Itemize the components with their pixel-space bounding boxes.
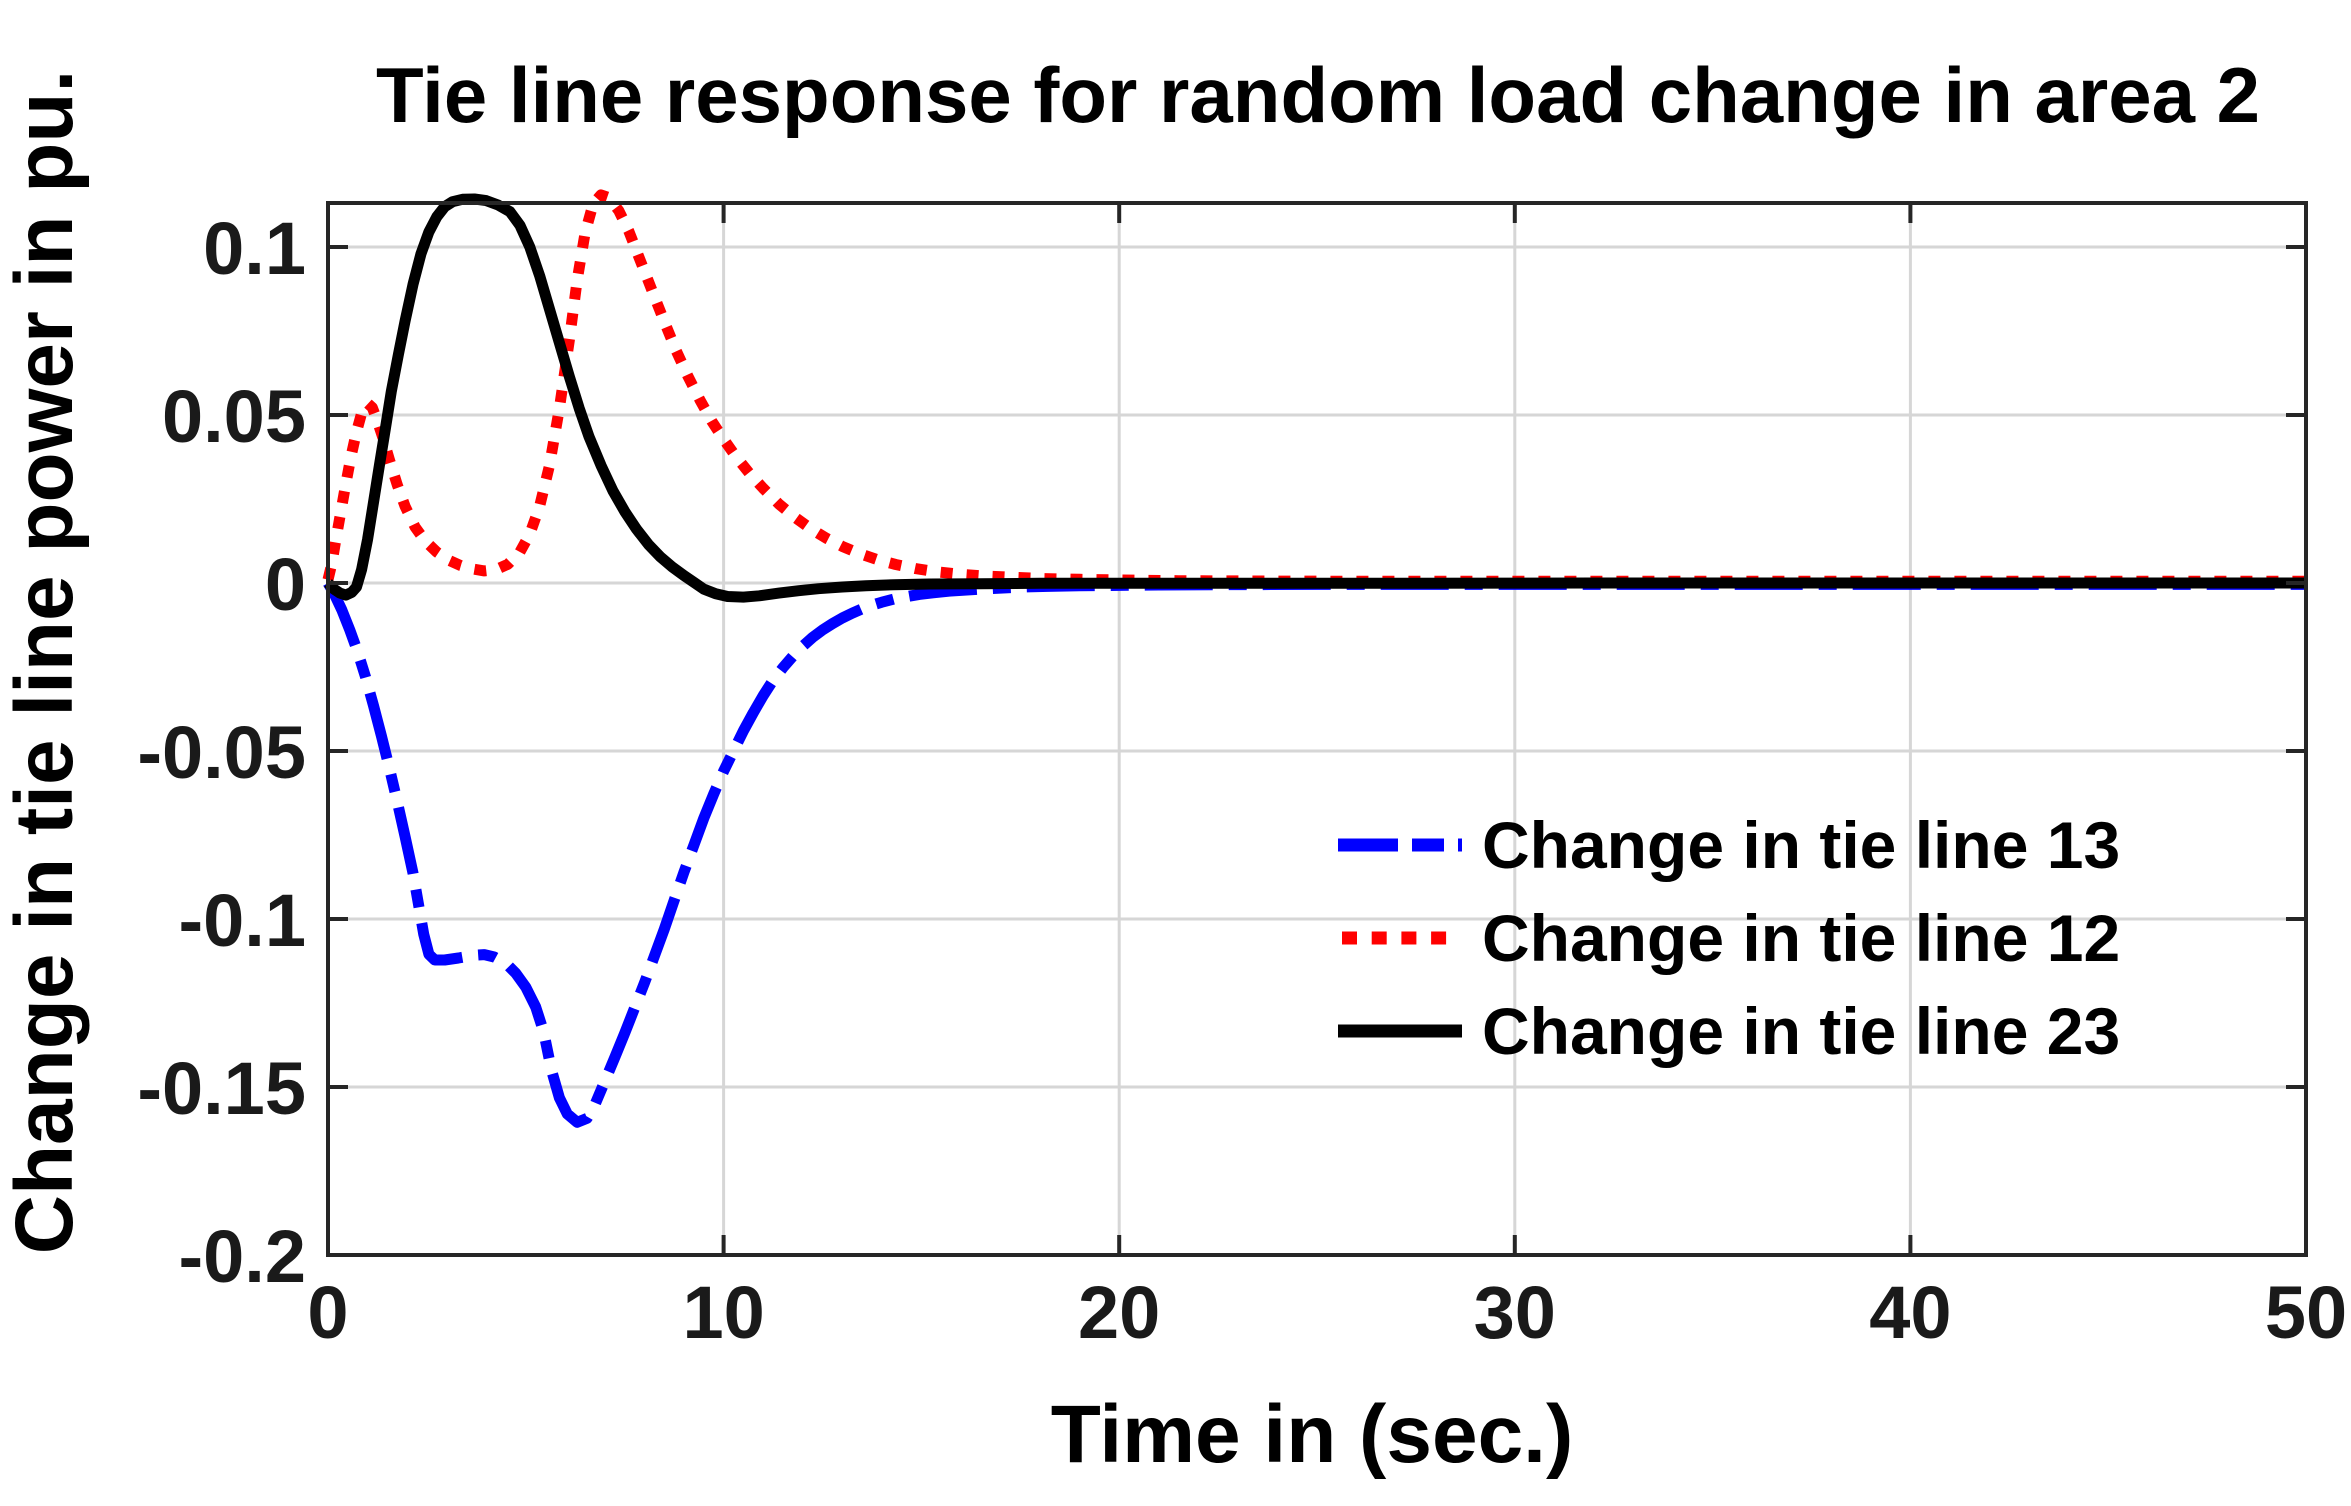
x-tick-label: 30 — [1474, 1271, 1556, 1354]
x-axis-label: Time in (sec.) — [1051, 1389, 1574, 1480]
legend-item-tie-line-13: Change in tie line 13 — [1334, 806, 2120, 884]
legend-dashdot-line-icon — [1338, 838, 1462, 852]
series-line-dotted — [322, 189, 2306, 587]
y-tick-label: 0.05 — [162, 375, 306, 458]
grid-layer — [328, 203, 2306, 1255]
chart-title: Tie line response for random load change… — [376, 51, 2260, 139]
legend-solid-line-icon — [1338, 1024, 1462, 1038]
tick-layer — [326, 203, 2308, 1257]
series-layer — [322, 189, 2306, 1128]
legend-label-tie-line-13: Change in tie line 13 — [1482, 808, 2121, 882]
x-tick-label: 0 — [307, 1271, 348, 1354]
axes-box — [326, 201, 2308, 1257]
series-line-dash-dot — [323, 578, 2306, 1128]
x-tick-label: 10 — [682, 1271, 764, 1354]
y-tick-label: -0.1 — [178, 879, 306, 962]
y-tick-label: 0.1 — [203, 207, 306, 290]
y-tick-label: -0.15 — [137, 1047, 306, 1130]
y-axis-label: Change in tie line power in pu. — [0, 70, 90, 1255]
legend: Change in tie line 13 Change in tie line… — [1334, 806, 2120, 1070]
x-tick-label: 20 — [1078, 1271, 1160, 1354]
legend-dotted-line-icon — [1342, 931, 1448, 945]
legend-item-tie-line-12: Change in tie line 12 — [1334, 899, 2120, 977]
y-tick-label: 0 — [265, 543, 306, 626]
legend-label-tie-line-12: Change in tie line 12 — [1482, 901, 2121, 975]
legend-item-tie-line-23: Change in tie line 23 — [1334, 992, 2120, 1070]
x-tick-label: 50 — [2265, 1271, 2347, 1354]
y-tick-label: -0.2 — [178, 1215, 306, 1298]
series-line-solid — [324, 193, 2306, 603]
x-tick-label: 40 — [1869, 1271, 1951, 1354]
legend-label-tie-line-23: Change in tie line 23 — [1482, 994, 2121, 1068]
tick-label-layer: 0 10 20 30 40 50 0.1 0.05 0 -0.05 -0.1 -0.15 -0.2 — [137, 207, 2347, 1354]
y-tick-label: -0.05 — [137, 711, 306, 794]
